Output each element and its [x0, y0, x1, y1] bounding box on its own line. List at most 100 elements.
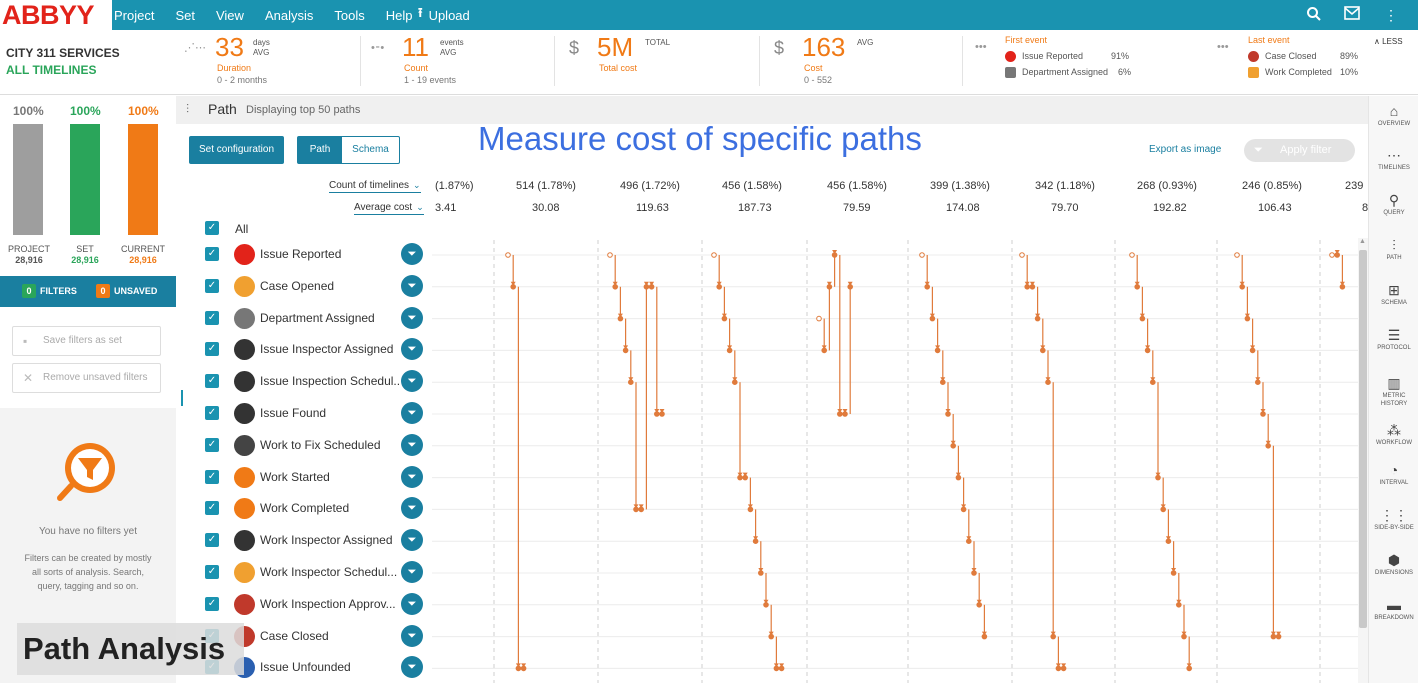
- event-filter-button[interactable]: ⏷: [401, 243, 423, 265]
- path-node: [1129, 252, 1135, 258]
- filters-toggle[interactable]: 0 FILTERS: [22, 284, 77, 298]
- event-checkbox[interactable]: ✓: [205, 342, 219, 357]
- count-value: 456 (1.58%): [722, 180, 782, 192]
- project-name: PROJECT: [7, 244, 50, 254]
- event-label: Case Opened: [260, 278, 335, 293]
- path-node: [638, 506, 644, 513]
- more-vertical-icon[interactable]: ⋮: [1384, 7, 1398, 23]
- last-event-pct: 89%: [1340, 51, 1359, 61]
- less-toggle[interactable]: ∧ LESS: [1374, 37, 1403, 46]
- arrowhead: [768, 631, 774, 636]
- menu-tools[interactable]: Tools: [334, 7, 365, 23]
- path-node: [1260, 411, 1266, 417]
- event-checkbox[interactable]: ✓: [205, 501, 219, 516]
- last-event-name: Case Closed: [1265, 51, 1317, 61]
- nav-query[interactable]: ⚲ QUERY: [1369, 191, 1418, 217]
- scroll-up-icon[interactable]: ▲: [1359, 238, 1366, 245]
- chevron-down-icon: ⌄: [416, 202, 424, 212]
- abbyy-logo: ABBYY: [0, 0, 112, 30]
- nav-interval[interactable]: ◔ INTERVAL: [1369, 461, 1418, 487]
- nav-timelines[interactable]: ⋯ TIMELINES: [1369, 146, 1418, 172]
- all-checkbox[interactable]: ✓: [205, 221, 219, 235]
- nav-workflow[interactable]: ⁂ WORKFLOW: [1369, 421, 1418, 447]
- event-checkbox[interactable]: ✓: [205, 596, 219, 611]
- total-cost-unit: TOTAL: [645, 38, 671, 47]
- menu-help[interactable]: Help: [385, 7, 413, 23]
- total-cost-value: 5M: [597, 32, 634, 62]
- main-menu: Project Set View Analysis Tools Help: [114, 0, 433, 30]
- menu-view[interactable]: View: [215, 7, 244, 23]
- event-label: Issue Inspection Schedul...: [260, 374, 400, 389]
- event-filter-button[interactable]: ⏷: [401, 592, 423, 615]
- event-filter-button[interactable]: ⏷: [401, 529, 423, 552]
- nav-overview[interactable]: ⌂ OVERVIEW: [1369, 102, 1418, 128]
- event-filter-button[interactable]: ⏷: [401, 465, 423, 488]
- arrowhead: [633, 504, 639, 509]
- all-timelines-link[interactable]: ALL TIMELINES: [6, 63, 97, 77]
- first-event-pct: 91%: [1111, 51, 1130, 61]
- nav-dimensions[interactable]: ⬢ DIMENSIONS: [1369, 551, 1418, 577]
- event-filter-button[interactable]: ⏷: [401, 306, 423, 329]
- set-bar: [70, 124, 100, 235]
- menu-set[interactable]: Set: [175, 7, 195, 23]
- event-checkbox[interactable]: ✓: [205, 374, 219, 389]
- nav-side-by-side[interactable]: ⋮⋮ SIDE-BY-SIDE: [1369, 506, 1418, 532]
- event-filter-button[interactable]: ⏷: [401, 402, 423, 424]
- event-filter-button[interactable]: ⏷: [401, 656, 423, 679]
- panel-resize-handle[interactable]: [181, 390, 183, 406]
- event-checkbox[interactable]: ✓: [205, 310, 219, 325]
- funnel-icon: ⏷: [407, 311, 417, 324]
- event-checkbox[interactable]: ✓: [205, 406, 219, 420]
- metric-select-cost[interactable]: Average cost ⌄: [354, 202, 424, 215]
- event-checkbox[interactable]: ✓: [205, 278, 219, 293]
- mail-icon[interactable]: [1343, 6, 1361, 24]
- nav-schema[interactable]: ⊞ SCHEMA: [1369, 281, 1418, 307]
- event-filter-button[interactable]: ⏷: [401, 370, 423, 393]
- path-node: [821, 347, 828, 354]
- event-checkbox[interactable]: ✓: [205, 247, 219, 261]
- apply-filter-button[interactable]: ⏷ Apply filter: [1244, 139, 1355, 162]
- nav-path[interactable]: ⫶ PATH: [1369, 236, 1418, 262]
- remove-unsaved-button[interactable]: ✕ Remove unsaved filters: [12, 363, 161, 393]
- menu-project[interactable]: Project: [114, 7, 155, 23]
- arrowhead: [758, 568, 764, 572]
- tab-schema[interactable]: Schema: [352, 144, 389, 155]
- path-icon: ⫶: [186, 102, 190, 116]
- unsaved-toggle[interactable]: 0 UNSAVED: [96, 284, 157, 298]
- event-checkbox[interactable]: ✓: [205, 437, 219, 452]
- save-filters-button[interactable]: ▪ Save filters as set: [12, 326, 161, 356]
- set-configuration-button[interactable]: Set configuration: [189, 136, 284, 164]
- event-filter-button[interactable]: ⏷: [401, 624, 423, 647]
- export-image-link[interactable]: Export as image: [1149, 144, 1222, 155]
- event-checkbox[interactable]: ✓: [205, 533, 219, 548]
- funnel-icon: ⏷: [1254, 144, 1263, 156]
- event-filter-button[interactable]: ⏷: [401, 274, 423, 297]
- tab-path[interactable]: Path: [298, 137, 342, 163]
- event-filter-button[interactable]: ⏷: [401, 338, 423, 361]
- path-node: [1265, 443, 1272, 449]
- menu-analysis[interactable]: Analysis: [264, 7, 314, 23]
- upload-button[interactable]: ⭱ Upload: [418, 0, 470, 30]
- arrowhead: [935, 345, 941, 350]
- project-count: 28,916: [15, 255, 43, 265]
- path-node: [721, 315, 728, 322]
- arrowhead: [826, 281, 832, 286]
- nav-protocol[interactable]: ☰ PROTOCOL: [1369, 326, 1418, 352]
- metric-select-count[interactable]: Count of timelines ⌄: [329, 180, 421, 193]
- event-checkbox[interactable]: ✓: [205, 469, 219, 484]
- path-node: [505, 252, 511, 258]
- search-icon[interactable]: [1305, 6, 1323, 24]
- arrowhead: [924, 281, 930, 286]
- remove-unsaved-label: Remove unsaved filters: [43, 372, 148, 383]
- event-filter-button[interactable]: ⏷: [401, 497, 423, 520]
- nav-metric-history[interactable]: ▥ METRIC HISTORY: [1369, 374, 1418, 408]
- event-checkbox[interactable]: ✓: [205, 565, 219, 579]
- path-node: [847, 284, 854, 290]
- path-node: [1029, 284, 1036, 290]
- scrollbar-thumb[interactable]: [1359, 250, 1367, 628]
- path-node: [1045, 379, 1051, 385]
- event-filter-button[interactable]: ⏷: [401, 561, 423, 583]
- arrowhead: [1040, 345, 1046, 350]
- nav-breakdown[interactable]: ▬ BREAKDOWN: [1369, 596, 1418, 622]
- event-filter-button[interactable]: ⏷: [401, 433, 423, 456]
